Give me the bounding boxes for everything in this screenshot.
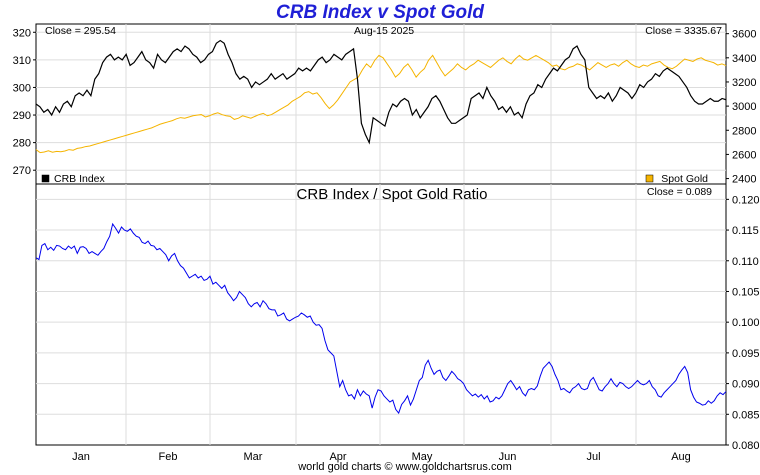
ratio-tick-label: 0.115 xyxy=(732,225,759,237)
date-readout: Aug-15 2025 xyxy=(354,25,414,37)
crb-legend-swatch xyxy=(41,174,50,183)
right-tick-label: 2400 xyxy=(732,174,756,186)
ratio-tick-label: 0.095 xyxy=(732,348,760,360)
x-tick-label: Jun xyxy=(499,451,517,463)
ratio-series-line xyxy=(35,222,727,415)
top-panel: 270 280 290 300 310 320 2400 2600 2800 3000 3200 3… xyxy=(13,23,756,186)
x-tick-label: Apr xyxy=(329,451,346,463)
bottom-plot-area xyxy=(35,183,727,446)
left-tick-label: 290 xyxy=(13,110,31,122)
right-close-readout: Close = 3335.67 xyxy=(645,25,722,37)
bottom-gridlines xyxy=(36,184,726,445)
ratio-tick-label: 0.085 xyxy=(732,409,760,421)
left-tick-label: 310 xyxy=(13,55,31,67)
bottom-panel: 0.080 0.085 0.090 0.095 0.100 0.105 0.110 0.115… xyxy=(35,183,760,452)
ratio-tick-label: 0.090 xyxy=(732,379,760,391)
right-tick-label: 2600 xyxy=(732,149,756,161)
top-right-axis: 2400 2600 2800 3000 3200 3400 3600 xyxy=(726,29,756,186)
ratio-tick-label: 0.080 xyxy=(732,440,760,452)
ratio-tick-label: 0.120 xyxy=(732,194,760,206)
left-tick-label: 270 xyxy=(13,165,31,177)
x-axis: Jan Feb Mar Apr May Jun Jul Aug xyxy=(72,451,691,463)
right-tick-label: 3200 xyxy=(732,77,756,89)
right-tick-label: 3600 xyxy=(732,29,756,41)
crb-series-line xyxy=(35,39,727,145)
gold-legend-label: Spot Gold xyxy=(661,173,708,185)
ratio-title: CRB Index / Spot Gold Ratio xyxy=(297,186,488,203)
top-left-axis: 270 280 290 300 310 320 xyxy=(13,27,36,177)
x-tick-label: May xyxy=(412,451,433,463)
ratio-close-readout: Close = 0.089 xyxy=(647,186,712,198)
crb-legend-label: CRB Index xyxy=(54,173,106,185)
x-tick-label: Feb xyxy=(159,451,178,463)
top-gridlines xyxy=(36,24,726,184)
left-tick-label: 320 xyxy=(13,27,31,39)
right-tick-label: 2800 xyxy=(732,125,756,137)
ratio-tick-label: 0.100 xyxy=(732,317,760,329)
chart-title: CRB Index v Spot Gold xyxy=(276,2,484,23)
footer-credit: world gold charts © www.goldchartsrus.co… xyxy=(298,461,512,473)
ratio-tick-label: 0.105 xyxy=(732,286,760,298)
right-tick-label: 3000 xyxy=(732,101,756,113)
left-tick-label: 280 xyxy=(13,138,31,150)
ratio-tick-label: 0.110 xyxy=(732,256,759,268)
left-close-readout: Close = 295.54 xyxy=(45,25,116,37)
bottom-right-axis: 0.080 0.085 0.090 0.095 0.100 0.105 0.110 0.115… xyxy=(726,194,760,452)
right-tick-label: 3400 xyxy=(732,53,756,65)
x-tick-label: Mar xyxy=(244,451,263,463)
x-tick-label: Jan xyxy=(72,451,90,463)
x-tick-label: Jul xyxy=(586,451,600,463)
gold-legend-swatch xyxy=(645,174,654,183)
left-tick-label: 300 xyxy=(13,82,31,94)
x-tick-label: Aug xyxy=(671,451,691,463)
gold-series-line xyxy=(35,54,727,154)
top-plot-area xyxy=(35,23,727,185)
